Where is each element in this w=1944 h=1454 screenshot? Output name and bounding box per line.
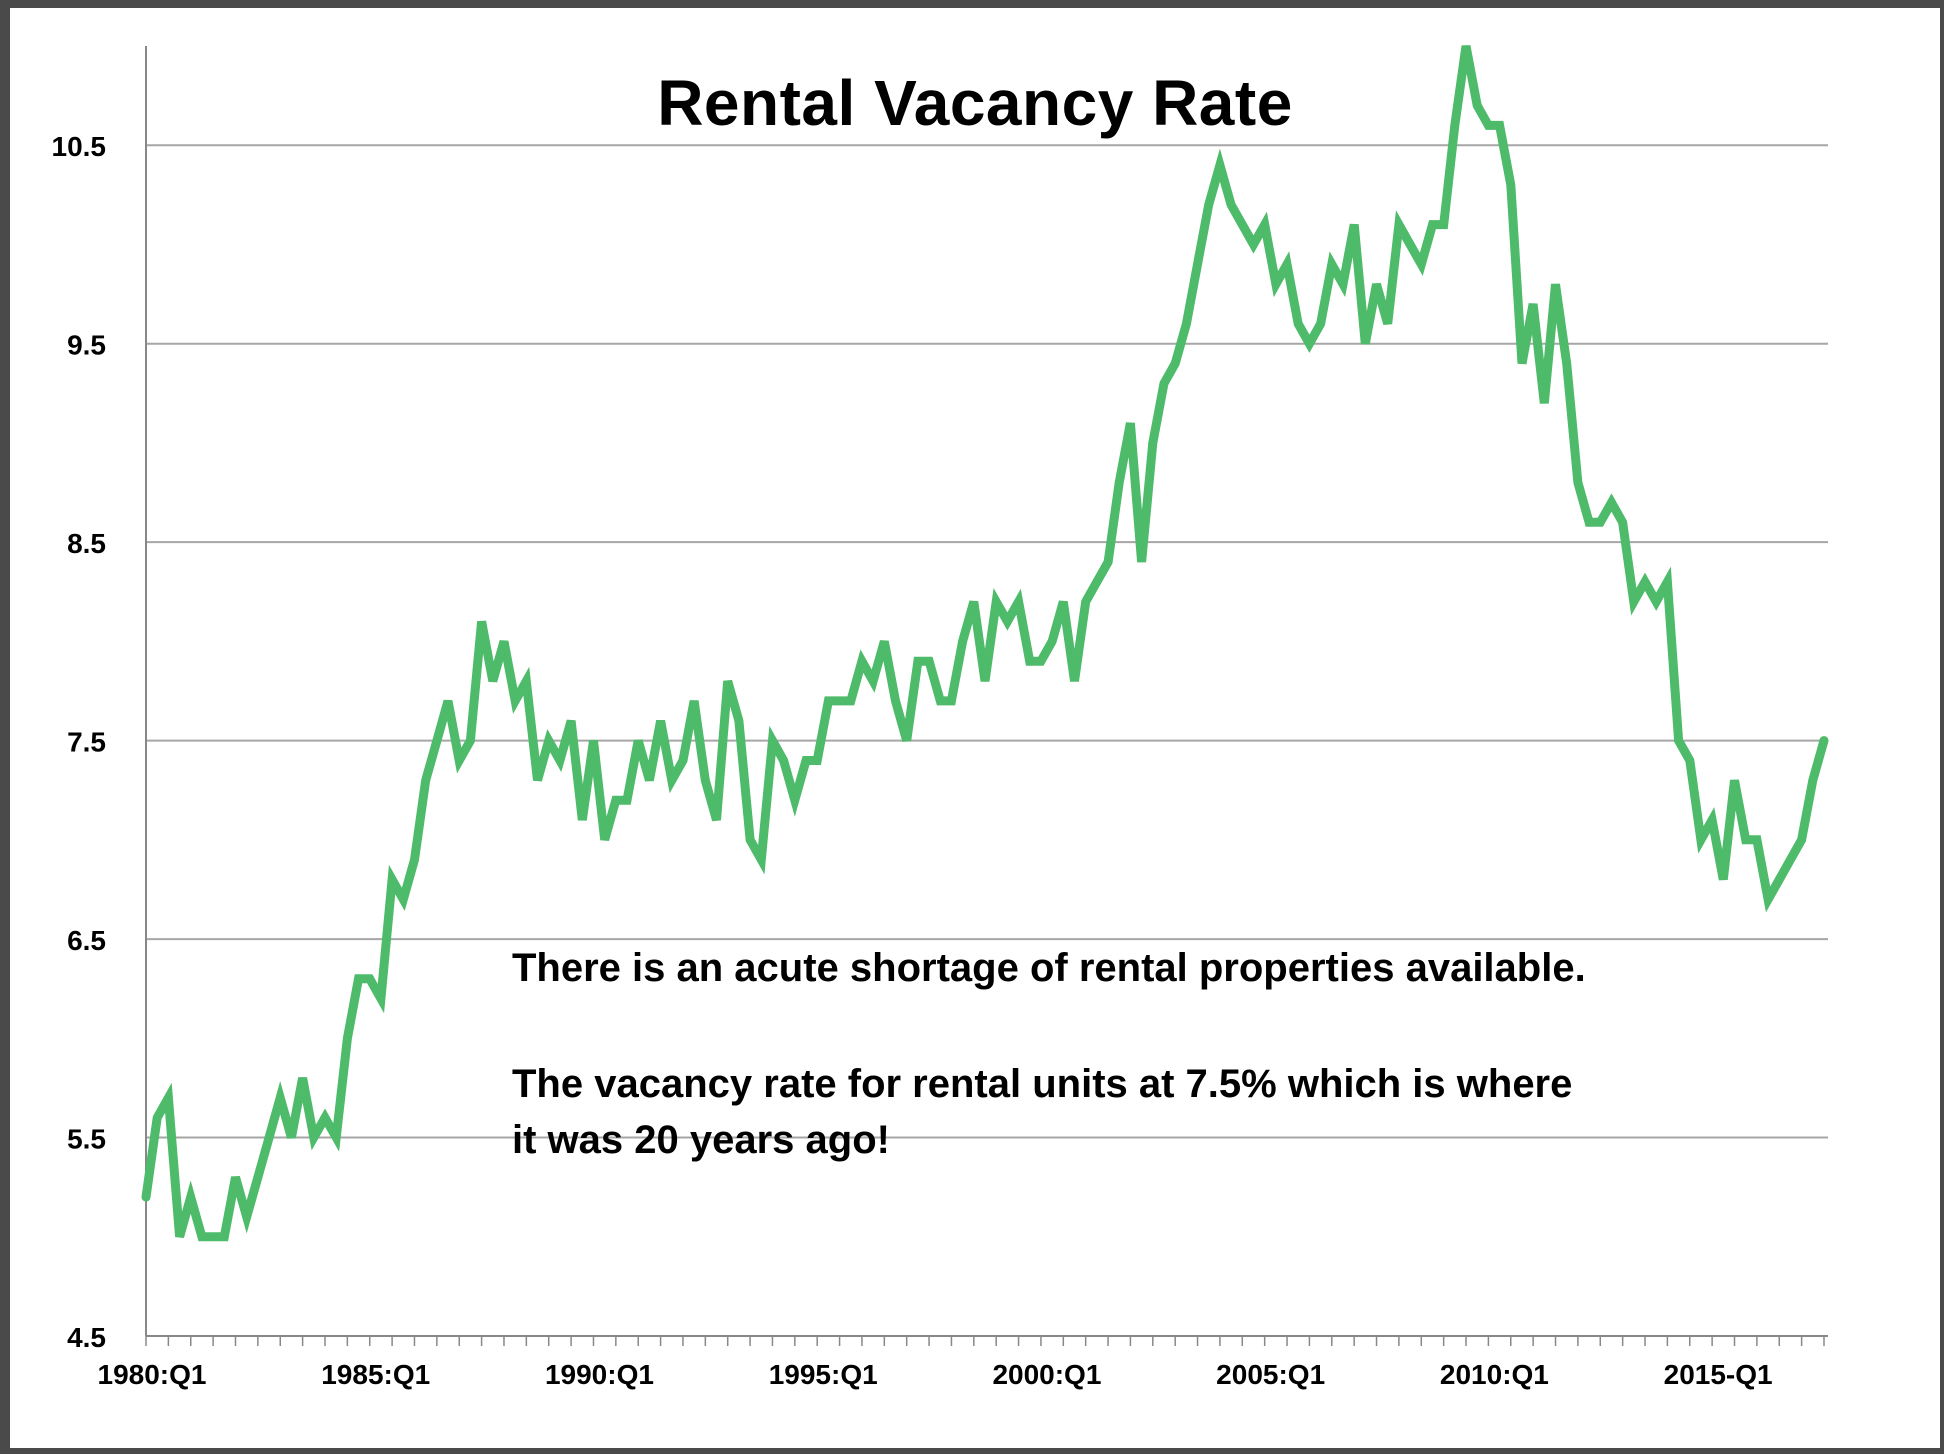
y-tick-label: 5.5: [67, 1124, 106, 1155]
annotation-text: There is an acute shortage of rental pro…: [512, 946, 1586, 990]
x-tick-label: 2010:Q1: [1440, 1359, 1549, 1390]
annotation-text: The vacancy rate for rental units at 7.5…: [512, 1056, 1572, 1168]
line-chart: 4.5 5.5 6.5 7.5 8.5 9.5 10.5 1980:Q1 1985:Q1 199…: [52, 45, 1829, 1390]
annotation-line: it was 20 years ago!: [512, 1118, 890, 1162]
x-tick-label: 1985:Q1: [321, 1359, 430, 1390]
y-tick-label: 6.5: [67, 925, 106, 956]
y-tick-labels: 4.5 5.5 6.5 7.5 8.5 9.5 10.5: [52, 131, 107, 1353]
y-tick-label: 8.5: [67, 528, 106, 559]
series-line: [141, 45, 1829, 1242]
x-tick-label: 2015-Q1: [1664, 1359, 1773, 1390]
y-tick-label: 7.5: [67, 727, 106, 758]
x-tick-label: 1980:Q1: [98, 1359, 207, 1390]
y-tick-label: 9.5: [67, 330, 106, 361]
annotation-line: The vacancy rate for rental units at 7.5…: [512, 1062, 1573, 1106]
slide: 4.5 5.5 6.5 7.5 8.5 9.5 10.5 1980:Q1 1985:Q1 199…: [10, 8, 1940, 1448]
x-tick-label: 2005:Q1: [1216, 1359, 1325, 1390]
x-tick-label: 1995:Q1: [769, 1359, 878, 1390]
chart-title: Rental Vacancy Rate: [657, 67, 1293, 139]
series: [141, 45, 1829, 1242]
axes: [145, 46, 1828, 1346]
y-tick-label: 10.5: [52, 131, 107, 162]
x-tick-label: 2000:Q1: [992, 1359, 1101, 1390]
y-tick-label: 4.5: [67, 1322, 106, 1353]
x-tick-labels: 1980:Q1 1985:Q1 1990:Q1 1995:Q1 2000:Q1 2005:…: [98, 1359, 1773, 1390]
x-tick-label: 1990:Q1: [545, 1359, 654, 1390]
gridlines: [146, 144, 1828, 1139]
